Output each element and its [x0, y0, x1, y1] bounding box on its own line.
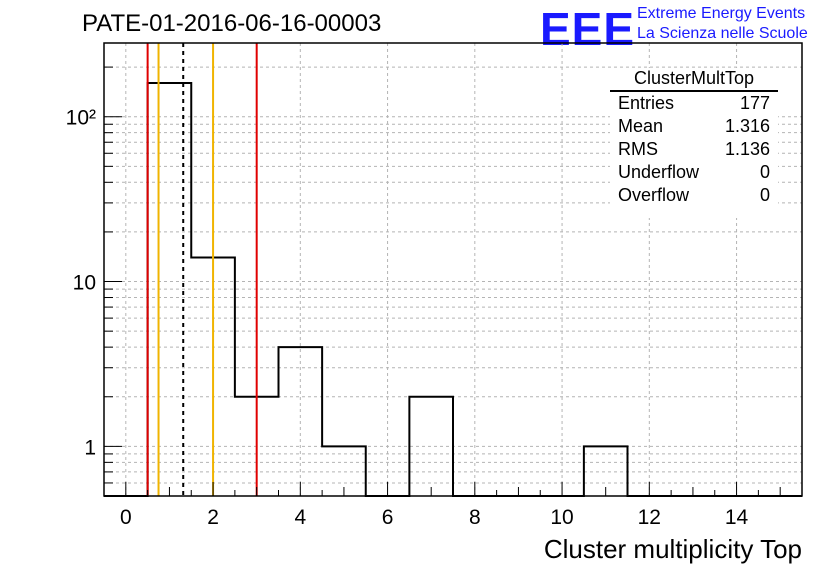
eee-logo: EEE — [540, 3, 636, 55]
stats-title: ClusterMultTop — [610, 68, 778, 92]
x-tick-label: 10 — [550, 506, 573, 529]
histogram-bar — [279, 347, 323, 496]
logo-line-2: La Scienza nelle Scuole — [637, 25, 808, 42]
stats-value: 1.136 — [724, 139, 770, 159]
stats-value: 177 — [739, 93, 770, 113]
x-tick-label: 8 — [469, 506, 481, 529]
x-tick-label: 2 — [207, 506, 219, 529]
stats-row-entries: Entries 177 — [610, 92, 778, 115]
histogram-bar — [409, 397, 453, 496]
stats-label: Mean — [618, 116, 664, 136]
stats-label: Underflow — [618, 162, 700, 182]
stats-label: Overflow — [618, 185, 690, 205]
stats-row-overflow: Overflow 0 — [610, 184, 778, 207]
stats-value: 0 — [759, 162, 770, 182]
chart-title: PATE-01-2016-06-16-00003 — [82, 10, 382, 37]
logo-line-1: Extreme Energy Events — [637, 5, 806, 22]
histogram-bar — [148, 83, 192, 496]
x-tick-label: 6 — [382, 506, 394, 529]
y-tick-label: 10² — [66, 107, 96, 130]
stats-box: ClusterMultTop Entries 177 Mean 1.316 RM… — [610, 68, 778, 218]
y-tick-label: 1 — [84, 436, 96, 459]
stats-value: 0 — [759, 185, 770, 205]
x-axis-label: Cluster multiplicity Top — [543, 534, 802, 564]
x-tick-label: 0 — [120, 506, 132, 529]
stats-label: RMS — [618, 139, 658, 159]
x-tick-label: 12 — [638, 506, 661, 529]
stats-row-rms: RMS 1.136 — [610, 138, 778, 161]
stats-row-mean: Mean 1.316 — [610, 115, 778, 138]
x-tick-label: 4 — [294, 506, 306, 529]
stats-value: 1.316 — [724, 116, 770, 136]
y-tick-label: 10 — [73, 272, 96, 295]
x-tick-label: 14 — [725, 506, 749, 529]
stats-label: Entries — [618, 93, 675, 113]
stats-row-underflow: Underflow 0 — [610, 161, 778, 184]
